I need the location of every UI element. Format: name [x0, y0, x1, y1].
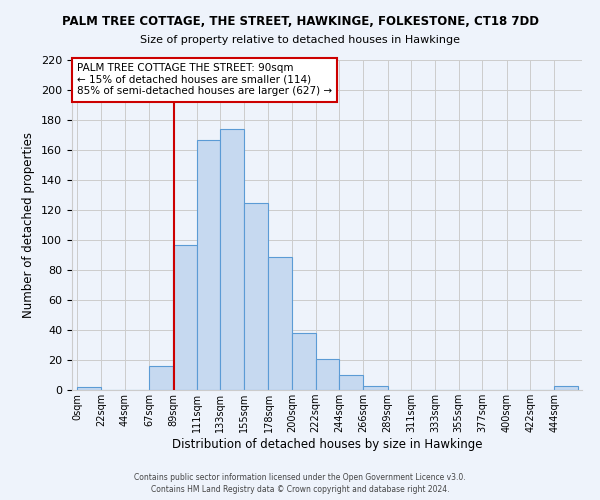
Text: Contains HM Land Registry data © Crown copyright and database right 2024.: Contains HM Land Registry data © Crown c…	[151, 485, 449, 494]
Bar	[363, 386, 388, 390]
X-axis label: Distribution of detached houses by size in Hawkinge: Distribution of detached houses by size …	[172, 438, 482, 451]
Text: Contains public sector information licensed under the Open Government Licence v3: Contains public sector information licen…	[134, 472, 466, 482]
Bar	[244, 202, 268, 390]
Bar	[173, 244, 197, 390]
Text: Size of property relative to detached houses in Hawkinge: Size of property relative to detached ho…	[140, 35, 460, 45]
Bar	[77, 387, 101, 390]
Bar	[292, 333, 316, 390]
Bar	[340, 375, 363, 390]
Bar	[220, 129, 244, 390]
Text: PALM TREE COTTAGE, THE STREET, HAWKINGE, FOLKESTONE, CT18 7DD: PALM TREE COTTAGE, THE STREET, HAWKINGE,…	[62, 15, 539, 28]
Bar	[268, 256, 292, 390]
Text: PALM TREE COTTAGE THE STREET: 90sqm
← 15% of detached houses are smaller (114)
8: PALM TREE COTTAGE THE STREET: 90sqm ← 15…	[77, 64, 332, 96]
Y-axis label: Number of detached properties: Number of detached properties	[22, 132, 35, 318]
Bar	[316, 358, 340, 390]
Bar	[149, 366, 173, 390]
Bar	[554, 386, 578, 390]
Bar	[197, 140, 220, 390]
